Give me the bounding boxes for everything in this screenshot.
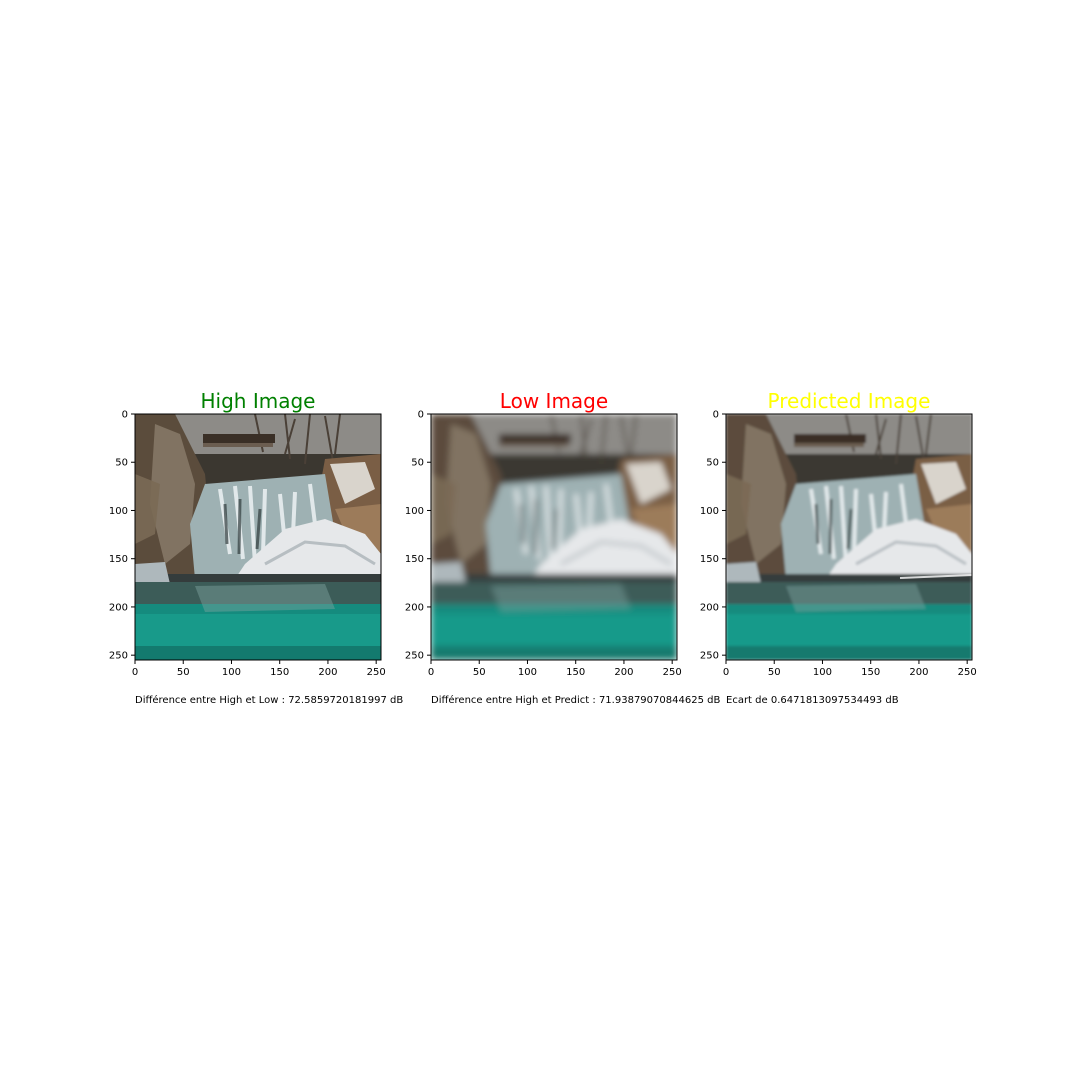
- panel-title: Low Image: [500, 389, 608, 413]
- y-tick-label: 100: [700, 506, 719, 517]
- x-tick-label: 50: [177, 667, 190, 678]
- predicted-image: [726, 414, 972, 660]
- y-tick-label: 150: [405, 554, 424, 565]
- x-tick-label: 100: [518, 667, 537, 678]
- y-tick-label: 200: [405, 602, 424, 613]
- x-tick-label: 250: [958, 667, 977, 678]
- x-tick-label: 200: [909, 667, 928, 678]
- panel-high: 0 50 100 150 200 250 0 50 100 150 200 250 High Image…: [109, 389, 403, 706]
- panel-caption: Ecart de 0.6471813097534493 dB: [726, 695, 899, 706]
- y-tick-label: 250: [405, 651, 424, 662]
- axes-frame: [430, 413, 678, 661]
- y-tick-label: 50: [115, 458, 128, 469]
- x-tick-label: 100: [813, 667, 832, 678]
- x-tick-label: 150: [270, 667, 289, 678]
- x-tick-label: 50: [473, 667, 486, 678]
- panel-caption: Différence entre High et Predict : 71.93…: [431, 694, 720, 706]
- y-tick-label: 0: [122, 410, 128, 421]
- y-tick-label: 0: [418, 410, 424, 421]
- x-tick-label: 0: [428, 667, 434, 678]
- y-tick-label: 150: [109, 554, 128, 565]
- x-tick-label: 0: [723, 667, 729, 678]
- panel-caption: Différence entre High et Low : 72.585972…: [135, 694, 403, 706]
- y-tick-label: 0: [713, 410, 719, 421]
- y-tick-label: 200: [700, 602, 719, 613]
- y-tick-label: 250: [109, 651, 128, 662]
- axes-frame: [725, 413, 973, 661]
- y-tick-label: 200: [109, 602, 128, 613]
- y-tick-label: 150: [700, 554, 719, 565]
- x-tick-label: 100: [222, 667, 241, 678]
- x-tick-label: 250: [367, 667, 386, 678]
- x-tick-label: 250: [663, 667, 682, 678]
- axes-frame: [134, 413, 382, 661]
- panel-title: High Image: [201, 389, 316, 413]
- high-image: [135, 414, 381, 660]
- panel-low: 0 50 100 150 200 250 0 50 100 150 200 250 Low Image D…: [405, 389, 721, 706]
- low-image: [431, 414, 677, 660]
- x-tick-label: 0: [132, 667, 138, 678]
- y-tick-label: 100: [109, 506, 128, 517]
- y-tick-label: 250: [700, 651, 719, 662]
- x-tick-label: 200: [318, 667, 337, 678]
- y-tick-label: 50: [411, 458, 424, 469]
- x-tick-label: 50: [768, 667, 781, 678]
- x-tick-label: 150: [566, 667, 585, 678]
- panel-title: Predicted Image: [768, 389, 931, 413]
- y-tick-label: 100: [405, 506, 424, 517]
- x-tick-label: 150: [861, 667, 880, 678]
- panel-predicted: 0 50 100 150 200 250 0 50 100 150 200 250 Predicted …: [700, 389, 977, 706]
- x-tick-label: 200: [614, 667, 633, 678]
- y-tick-label: 50: [706, 458, 719, 469]
